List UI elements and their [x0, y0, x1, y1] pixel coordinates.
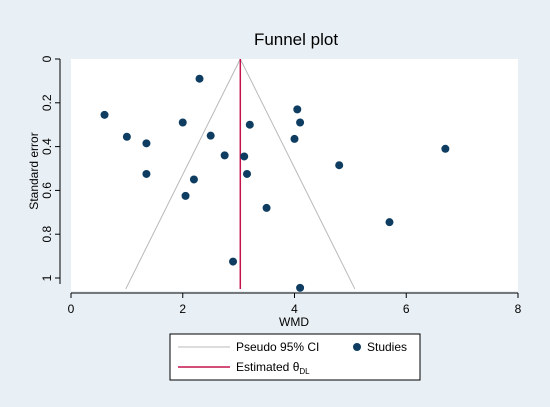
study-point — [220, 151, 229, 160]
study-point — [240, 152, 249, 161]
study-point — [290, 134, 299, 143]
x-tick-label: 4 — [291, 302, 298, 316]
plot-marks — [100, 58, 450, 292]
study-point — [195, 74, 204, 83]
study-point — [229, 257, 238, 266]
study-point — [296, 118, 305, 127]
y-tick-label: 0.6 — [40, 182, 54, 199]
legend-studies-swatch — [353, 343, 361, 351]
pseudo-ci-left-line — [125, 58, 241, 290]
x-tick-label: 8 — [515, 302, 522, 316]
study-point — [441, 144, 450, 153]
y-tick-label: 0.2 — [40, 94, 54, 111]
x-tick-label: 6 — [403, 302, 410, 316]
legend-estimate-label: Estimated θDL — [236, 360, 310, 376]
study-point — [243, 169, 252, 178]
study-point — [245, 120, 254, 129]
legend-estimate-text: Estimated θ — [236, 360, 300, 374]
study-point — [385, 218, 394, 227]
y-tick-label: 0.8 — [40, 226, 54, 243]
y-tick-label: 1 — [40, 274, 54, 281]
x-axis-label: WMD — [279, 315, 309, 329]
study-point — [206, 131, 215, 140]
study-point — [262, 203, 271, 212]
x-axis-ticks: 0 2 4 6 8 — [68, 293, 522, 316]
plot-area — [71, 59, 518, 291]
study-point — [178, 118, 187, 127]
study-point — [142, 169, 151, 178]
study-point — [296, 283, 305, 292]
y-tick-label: 0.4 — [40, 138, 54, 155]
study-point — [335, 161, 344, 170]
legend: Pseudo 95% CI Studies Estimated θDL — [169, 333, 421, 381]
chart-title: Funnel plot — [254, 30, 338, 49]
study-point — [100, 110, 109, 119]
x-tick-label: 2 — [179, 302, 186, 316]
study-point — [189, 175, 198, 184]
legend-box — [169, 333, 421, 381]
study-point — [142, 139, 151, 148]
study-point — [293, 105, 302, 114]
y-axis-label: Standard error — [27, 132, 41, 209]
legend-studies-label: Studies — [367, 340, 407, 354]
pseudo-ci-right-line — [239, 58, 356, 290]
study-point — [122, 132, 131, 141]
x-tick-label: 0 — [68, 302, 75, 316]
study-point — [181, 191, 190, 200]
y-axis-ticks: 0 0.2 0.4 0.6 0.8 1 — [40, 55, 60, 281]
legend-pseudo-ci-label: Pseudo 95% CI — [236, 340, 319, 354]
y-tick-label: 0 — [40, 55, 54, 62]
legend-estimate-subscript: DL — [299, 367, 310, 376]
